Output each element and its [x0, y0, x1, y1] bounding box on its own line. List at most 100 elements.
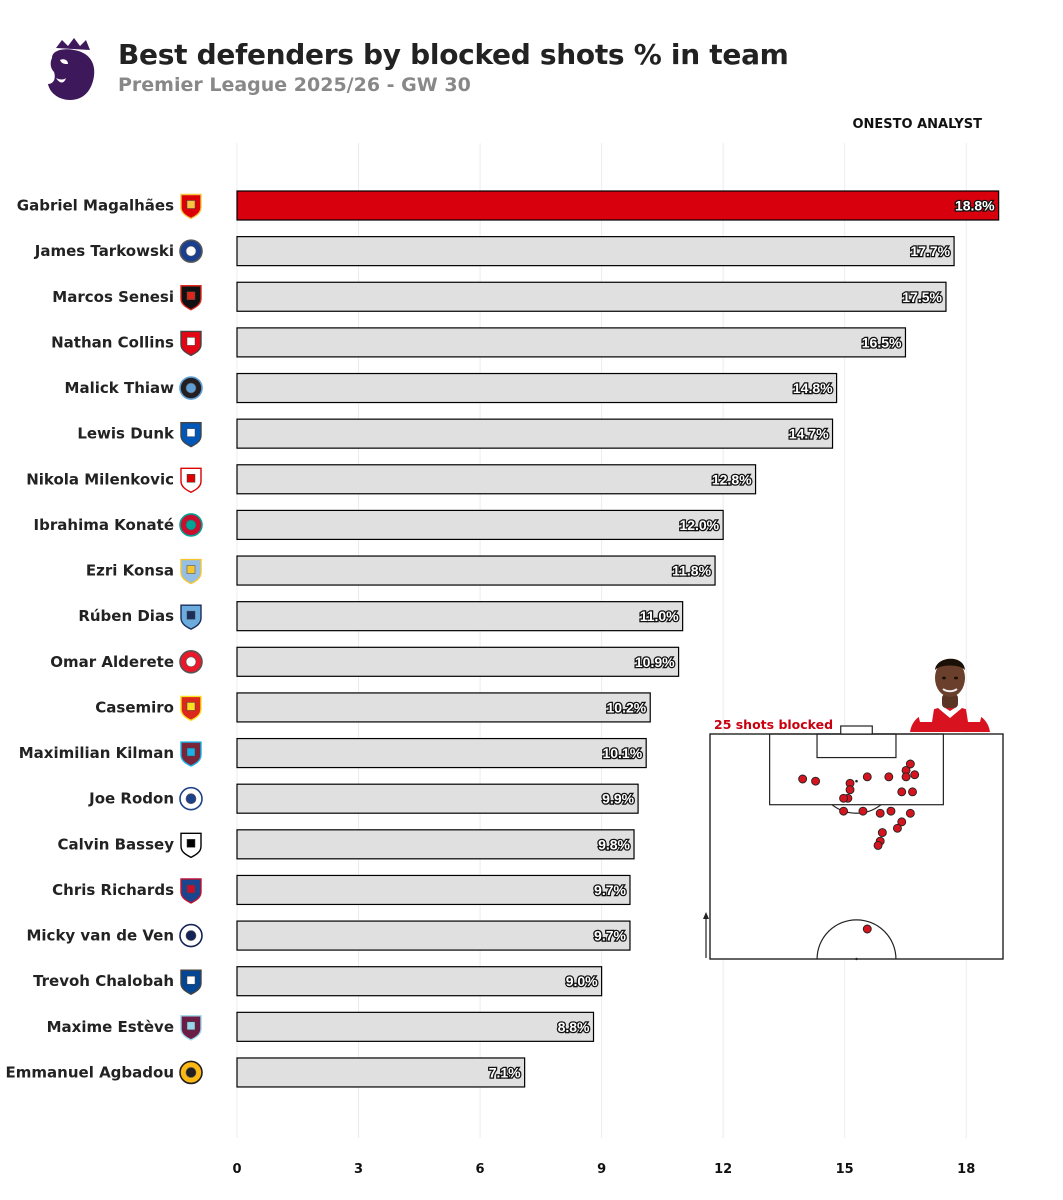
- bar: [236, 737, 647, 769]
- bar-value-label: 14.8%: [793, 380, 833, 396]
- bar-value-label: 9.7%: [594, 928, 626, 944]
- bar: [236, 555, 716, 586]
- shot-point: [862, 772, 872, 782]
- player-photo-icon: [910, 658, 990, 732]
- leeds-badge-icon: [179, 786, 203, 811]
- shot-point: [892, 823, 902, 833]
- shot-map-inset: [709, 725, 1004, 961]
- bar: [236, 464, 757, 495]
- shot-point: [884, 772, 894, 782]
- aston-villa-badge-icon: [180, 558, 202, 585]
- bar-value-label: 12.0%: [679, 517, 719, 533]
- x-tick-label: 15: [836, 1162, 854, 1177]
- player-name-label: Marcos Senesi: [52, 288, 174, 306]
- player-name-label: Micky van de Ven: [26, 927, 174, 945]
- player-name-label: Maxime Estève: [47, 1018, 174, 1036]
- bar: [236, 281, 947, 312]
- x-tick-label: 18: [957, 1162, 975, 1177]
- bar-value-label: 12.8%: [712, 471, 752, 487]
- shot-point: [839, 806, 849, 816]
- player-name-label: Maximilian Kilman: [19, 744, 174, 762]
- brentford-badge-icon: [180, 330, 202, 357]
- bar-value-label: 11.0%: [640, 608, 679, 624]
- player-name-label: Omar Alderete: [50, 653, 174, 671]
- player-name-label: Joe Rodon: [88, 790, 174, 808]
- shot-point: [897, 817, 907, 827]
- bar-value-label: 18.8%: [955, 198, 995, 214]
- manchester-united-badge-icon: [180, 695, 202, 722]
- bar: [236, 829, 635, 860]
- arrow-head-icon: [703, 912, 709, 919]
- shot-point: [839, 793, 849, 803]
- bar-value-label: 17.5%: [902, 289, 942, 305]
- bar-value-label: 14.7%: [789, 426, 829, 442]
- bar: [236, 874, 631, 906]
- bar-value-label: 9.0%: [566, 973, 598, 989]
- bar: [236, 1011, 595, 1042]
- bar-value-label: 17.7%: [910, 243, 950, 259]
- bar: [236, 236, 955, 267]
- shot-point: [845, 785, 855, 795]
- bar-value-label: 9.9%: [602, 791, 634, 807]
- player-name-label: Emmanuel Agbadou: [6, 1063, 174, 1081]
- player-name-label: Calvin Bassey: [58, 835, 175, 853]
- player-name-label: Malick Thiaw: [65, 379, 175, 397]
- player-name-label: Lewis Dunk: [77, 425, 175, 443]
- shot-point: [875, 808, 885, 818]
- burnley-badge-icon: [180, 1015, 202, 1041]
- arsenal-badge-icon: [180, 193, 202, 220]
- player-name-label: Casemiro: [95, 698, 174, 716]
- shot-point: [811, 776, 821, 786]
- shot-point: [858, 806, 868, 816]
- shot-point: [862, 924, 872, 934]
- shot-point: [901, 772, 911, 782]
- bar-value-label: 9.7%: [594, 882, 626, 898]
- brighton-badge-icon: [180, 421, 202, 448]
- bar-value-label: 10.2%: [607, 699, 647, 715]
- shot-point: [905, 759, 915, 769]
- shot-point: [897, 787, 907, 797]
- shot-point: [873, 840, 883, 850]
- bar-value-label: 16.5%: [862, 334, 902, 350]
- author-credit: ONESTO ANALYST: [852, 117, 982, 132]
- player-name-label: Nathan Collins: [51, 333, 174, 351]
- bar: [236, 327, 907, 358]
- shot-point: [886, 806, 896, 816]
- premier-league-lion-icon: [48, 38, 95, 100]
- bar: [236, 692, 651, 723]
- bournemouth-badge-icon: [180, 285, 202, 311]
- bar-value-label: 8.8%: [558, 1019, 590, 1035]
- bar-value-label: 10.9%: [635, 654, 675, 670]
- shot-point: [798, 774, 808, 784]
- player-name-label: Ibrahima Konaté: [34, 516, 174, 534]
- bar: [236, 509, 724, 541]
- bar: [236, 1057, 526, 1088]
- tottenham-badge-icon: [179, 923, 203, 948]
- bar-value-label: 7.1%: [489, 1064, 521, 1080]
- newcastle-badge-icon: [179, 376, 203, 400]
- bar-value-label: 11.8%: [672, 563, 711, 579]
- bar: [236, 418, 834, 449]
- everton-badge-icon: [179, 239, 203, 263]
- inset-shots-label: 25 shots blocked: [714, 717, 834, 732]
- bar: [236, 966, 603, 997]
- bar: [236, 190, 1000, 221]
- player-name-label: Ezri Konsa: [86, 562, 174, 580]
- wolves-badge-icon: [179, 1060, 203, 1085]
- player-name-label: Gabriel Magalhães: [17, 197, 174, 215]
- player-name-label: Trevoh Chalobah: [33, 972, 174, 990]
- shot-point: [910, 770, 920, 780]
- manchester-city-badge-icon: [180, 604, 202, 630]
- bar: [236, 372, 838, 404]
- liverpool-badge-icon: [179, 513, 203, 537]
- x-tick-label: 6: [476, 1162, 485, 1177]
- shot-point: [877, 828, 887, 838]
- chelsea-badge-icon: [180, 969, 202, 995]
- x-tick-label: 3: [354, 1162, 363, 1177]
- bar-value-label: 10.1%: [602, 745, 642, 761]
- chart-title: Best defenders by blocked shots % in tea…: [118, 38, 789, 71]
- x-tick-label: 0: [232, 1162, 241, 1177]
- fulham-badge-icon: [180, 832, 202, 859]
- player-name-label: Nikola Milenkovic: [26, 470, 174, 488]
